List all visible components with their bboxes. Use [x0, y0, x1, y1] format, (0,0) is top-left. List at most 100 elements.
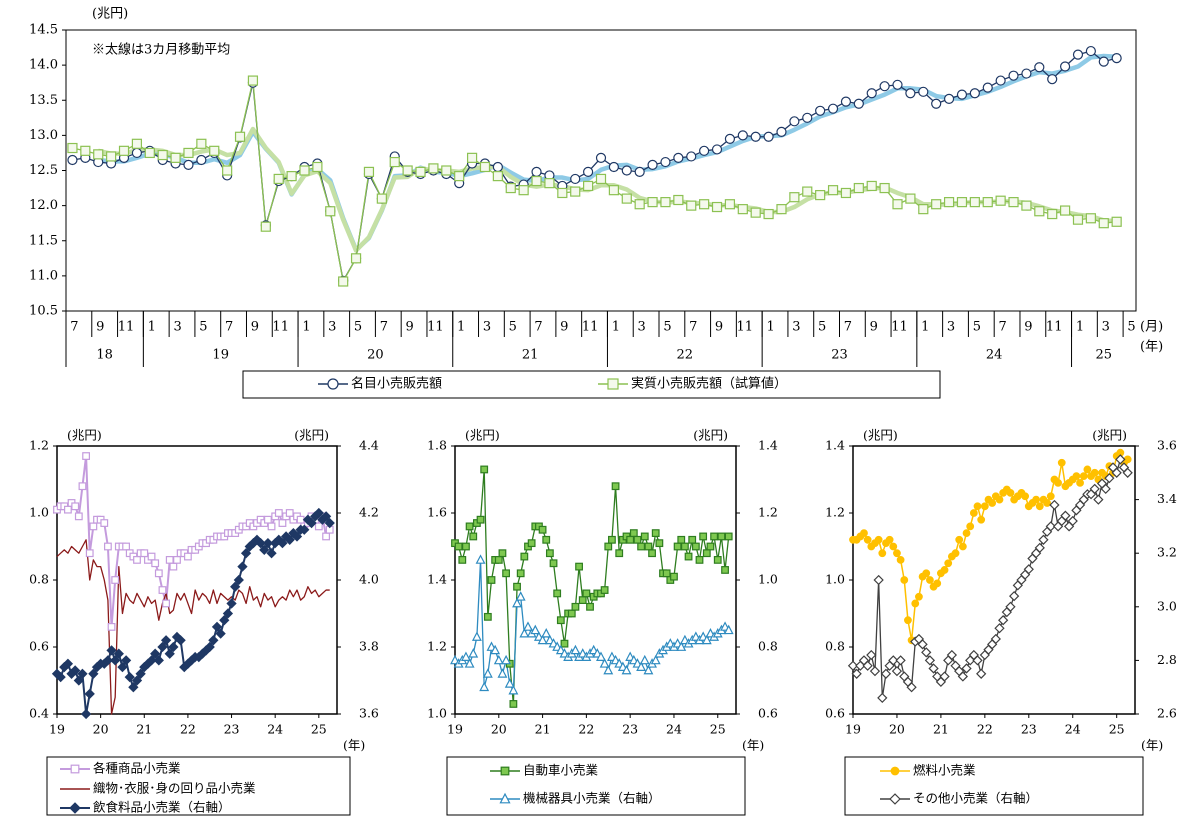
- marker: [611, 482, 620, 491]
- marker: [157, 641, 168, 653]
- x-tick-label: 5: [354, 320, 362, 335]
- marker: [70, 764, 80, 774]
- marker: [851, 668, 862, 679]
- marker: [78, 482, 87, 491]
- marker: [113, 648, 124, 659]
- marker: [626, 535, 635, 544]
- marker: [1122, 467, 1133, 478]
- marker: [1090, 468, 1099, 477]
- marker: [583, 180, 594, 192]
- marker: [988, 499, 997, 507]
- marker: [982, 82, 993, 93]
- marker: [840, 187, 852, 199]
- marker: [1008, 70, 1019, 81]
- marker: [1023, 564, 1034, 575]
- marker: [634, 166, 645, 178]
- marker: [111, 576, 120, 584]
- marker: [570, 644, 581, 655]
- marker: [500, 766, 510, 776]
- marker: [995, 195, 1006, 206]
- marker: [538, 525, 547, 534]
- marker: [492, 161, 503, 173]
- marker: [537, 634, 548, 645]
- marker: [1072, 214, 1084, 225]
- marker: [164, 648, 175, 659]
- marker: [600, 586, 609, 594]
- x-tick-label: 20: [491, 722, 507, 737]
- marker: [183, 159, 194, 170]
- x-tick-label: 11: [737, 320, 754, 335]
- marker: [1072, 472, 1081, 481]
- y-tick-label: 1.0: [825, 572, 845, 587]
- legend-box: [242, 370, 941, 399]
- marker: [131, 147, 143, 159]
- marker: [504, 678, 515, 688]
- marker: [862, 660, 873, 671]
- marker: [711, 144, 723, 155]
- marker: [691, 542, 700, 551]
- x-tick-label: 1: [148, 320, 156, 335]
- marker: [956, 89, 968, 100]
- marker: [557, 187, 568, 199]
- marker: [1059, 205, 1071, 216]
- marker: [940, 566, 949, 574]
- x-tick-label: 20: [93, 722, 109, 737]
- marker: [567, 609, 576, 618]
- legend-label: 実質小売販売額（試算値）: [631, 376, 787, 392]
- marker: [487, 576, 496, 584]
- marker: [644, 542, 653, 551]
- marker: [904, 616, 912, 625]
- x-tick-label: 5: [663, 320, 671, 335]
- marker: [320, 511, 332, 522]
- marker: [505, 182, 516, 194]
- x-tick-label: 1: [766, 320, 774, 335]
- marker: [686, 151, 697, 162]
- marker: [82, 452, 90, 460]
- y-tick-label: 0.8: [825, 639, 845, 654]
- marker: [888, 655, 899, 666]
- marker: [776, 204, 787, 215]
- marker: [681, 542, 689, 551]
- marker: [518, 185, 529, 196]
- marker: [313, 507, 324, 519]
- marker: [204, 641, 215, 653]
- marker: [545, 549, 554, 558]
- marker: [802, 186, 813, 197]
- marker: [973, 502, 982, 511]
- marker: [291, 531, 303, 542]
- marker: [713, 555, 722, 564]
- x-tick-label: 3: [638, 320, 646, 335]
- marker: [853, 98, 864, 109]
- marker: [122, 542, 130, 551]
- marker: [278, 519, 287, 527]
- marker: [117, 661, 128, 673]
- marker: [877, 692, 888, 704]
- marker: [531, 166, 542, 178]
- marker: [922, 569, 931, 578]
- marker: [647, 197, 658, 208]
- marker: [64, 505, 72, 514]
- marker: [140, 549, 149, 558]
- marker: [260, 221, 271, 232]
- y-tick-label: 0.4: [29, 706, 49, 721]
- marker: [643, 664, 654, 675]
- marker: [724, 199, 736, 210]
- y2-tick-label: 3.6: [1157, 438, 1177, 453]
- marker: [306, 517, 317, 529]
- legend-label: 各種商品小売業: [93, 761, 181, 776]
- marker: [208, 635, 219, 646]
- marker: [544, 178, 555, 189]
- marker: [701, 634, 712, 645]
- y2-tick-label: 3.8: [359, 639, 379, 654]
- marker: [750, 207, 761, 218]
- marker: [1043, 499, 1052, 507]
- marker: [955, 535, 964, 544]
- marker: [1100, 483, 1111, 495]
- marker: [943, 197, 955, 208]
- marker: [958, 542, 967, 551]
- marker: [651, 529, 660, 537]
- marker: [750, 131, 761, 142]
- marker: [990, 633, 1001, 645]
- marker: [255, 538, 266, 549]
- x-tick-label: 1: [1076, 320, 1084, 335]
